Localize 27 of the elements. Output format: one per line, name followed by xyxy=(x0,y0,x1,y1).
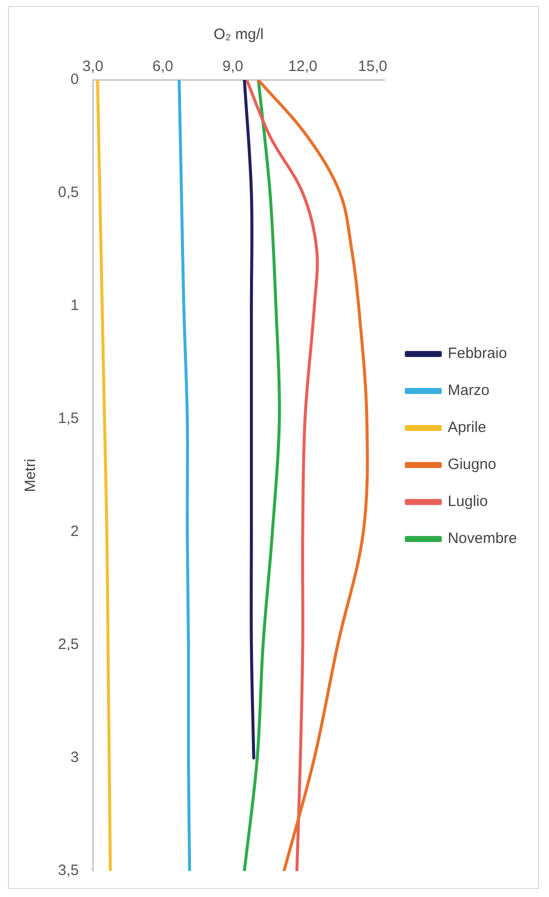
x-tick-label: 15,0 xyxy=(358,58,388,76)
line-series xyxy=(178,80,192,871)
line-series xyxy=(256,80,369,871)
legend-label: Aprile xyxy=(448,419,486,436)
y-tick-label: 2,5 xyxy=(58,636,79,654)
line-series xyxy=(242,80,281,871)
line-series xyxy=(96,80,112,871)
x-tick-label: 3,0 xyxy=(82,58,104,76)
legend-label: Luglio xyxy=(448,493,488,510)
x-tick-label: 12,0 xyxy=(288,58,318,76)
y-tick-label: 0 xyxy=(70,71,79,88)
x-axis-title: O₂ mg/l xyxy=(214,26,264,44)
legend-label: Novembre xyxy=(448,530,518,548)
line-series xyxy=(242,80,256,760)
legend-label: Marzo xyxy=(448,382,490,400)
y-tick-label: 1,5 xyxy=(58,410,79,428)
y-tick-label: 2 xyxy=(70,523,79,540)
line-series xyxy=(245,80,319,871)
y-tick-label: 3,5 xyxy=(58,862,79,880)
y-axis-title: Metri xyxy=(22,458,40,492)
y-tick-label: 0,5 xyxy=(58,184,79,202)
legend-label: Febbraio xyxy=(448,345,508,362)
x-tick-label: 9,0 xyxy=(222,58,244,76)
legend-label: Giugno xyxy=(448,456,496,474)
y-tick-label: 1 xyxy=(70,297,79,314)
y-tick-label: 3 xyxy=(70,749,79,766)
x-tick-label: 6,0 xyxy=(152,58,174,76)
